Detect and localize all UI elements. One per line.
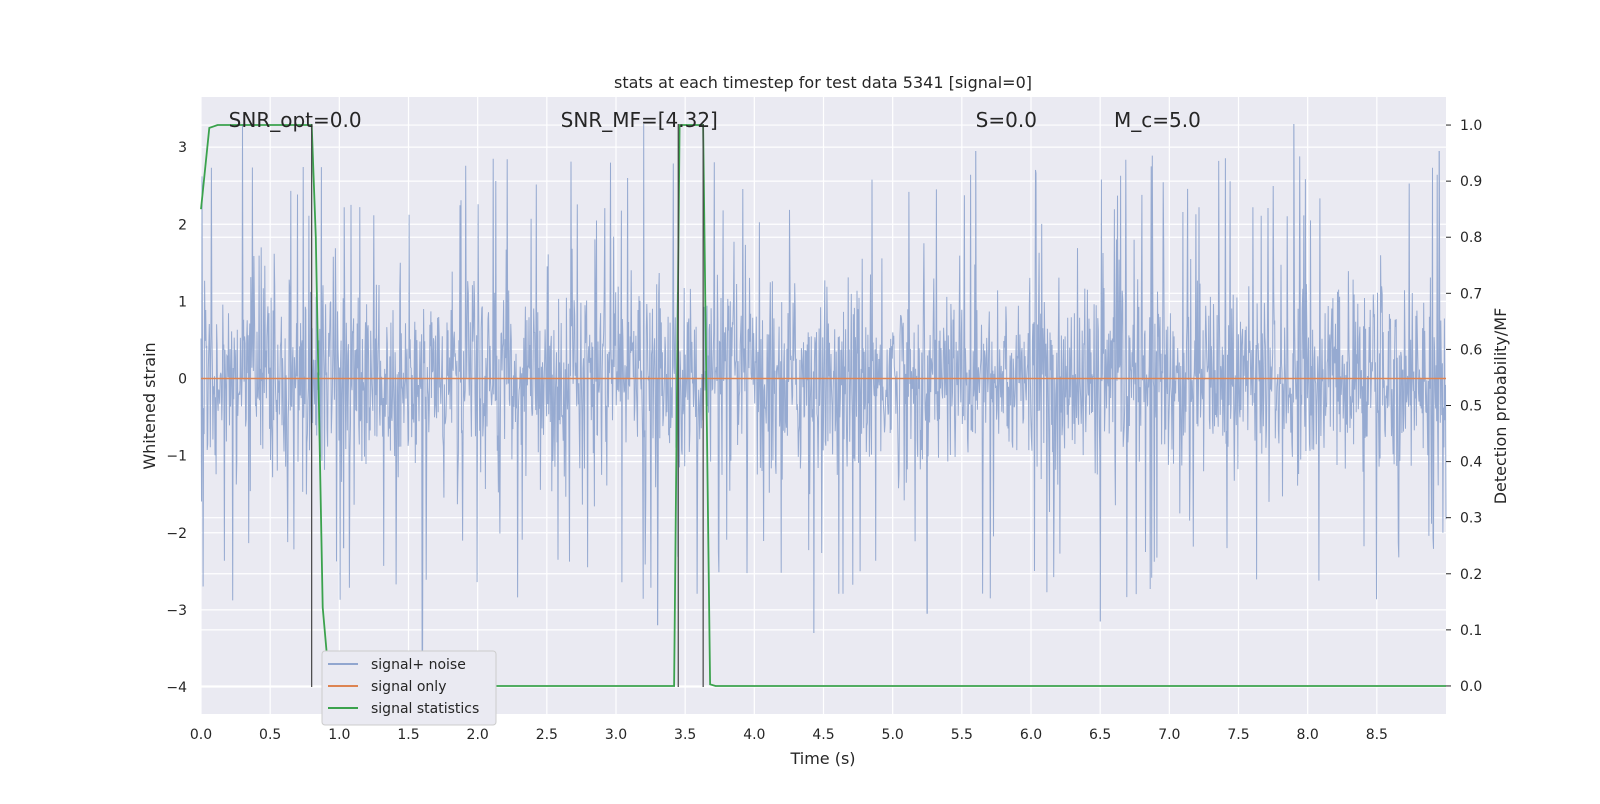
x-tick-label-17: 8.5 [1366, 727, 1388, 743]
x-tick-label-3: 1.5 [397, 727, 419, 743]
x-tick-label-8: 4.0 [743, 727, 765, 743]
y-tick-label-5: −2 [166, 526, 187, 542]
series-signal-noise [200, 123, 1447, 653]
x-tick-label-7: 3.5 [674, 727, 696, 743]
annotation-3: M_c=5.0 [1114, 108, 1201, 132]
x-tick-label-11: 5.5 [951, 727, 973, 743]
annotation-2: S=0.0 [976, 108, 1037, 132]
chart-title: stats at each timestep for test data 534… [614, 73, 1032, 92]
y2-tick-label-1: 0.9 [1460, 174, 1482, 190]
y2-axis-ticks: 1.0 0.9 0.8 0.7 0.6 0.5 0.4 0.3 0.2 0.1 0.0 [1446, 118, 1482, 695]
annotation-1: SNR_MF=[4.32] [561, 108, 718, 132]
y-tick-label-0: 3 [178, 140, 187, 156]
x-tick-label-15: 7.5 [1227, 727, 1249, 743]
y-axis-label: Whitened strain [140, 342, 159, 469]
legend: signal+ noise signal only signal statist… [321, 650, 497, 726]
y2-tick-label-9: 0.1 [1460, 623, 1482, 639]
y-tick-label-2: 1 [178, 294, 187, 310]
x-tick-label-12: 6.0 [1020, 727, 1042, 743]
y2-tick-label-2: 0.8 [1460, 230, 1482, 246]
x-tick-label-2: 1.0 [328, 727, 350, 743]
x-tick-label-13: 6.5 [1089, 727, 1111, 743]
y2-tick-label-10: 0.0 [1460, 679, 1482, 695]
legend-label-signal-noise: signal+ noise [371, 657, 466, 673]
x-tick-label-14: 7.0 [1158, 727, 1180, 743]
annotations: SNR_opt=0.0 SNR_MF=[4.32] S=0.0 M_c=5.0 [229, 108, 1201, 132]
y2-tick-label-5: 0.5 [1460, 399, 1482, 415]
y-tick-label-7: −4 [166, 680, 187, 696]
y-tick-label-6: −3 [166, 603, 187, 619]
marker-lines [311, 123, 704, 688]
legend-label-signal-only: signal only [371, 679, 446, 695]
y2-tick-label-7: 0.3 [1460, 511, 1482, 527]
y2-axis-label: Detection probability/MF [1491, 308, 1510, 505]
y2-tick-label-4: 0.6 [1460, 342, 1482, 358]
y-axis-ticks: 3 2 1 0 −1 −2 −3 −4 [166, 140, 187, 696]
y-tick-label-3: 0 [178, 372, 187, 388]
x-tick-label-6: 3.0 [605, 727, 627, 743]
x-tick-label-10: 5.0 [882, 727, 904, 743]
x-tick-label-5: 2.5 [536, 727, 558, 743]
y2-tick-label-6: 0.4 [1460, 455, 1482, 471]
x-tick-label-4: 2.0 [467, 727, 489, 743]
series-line-signal-noise [200, 123, 1447, 653]
x-tick-label-16: 8.0 [1297, 727, 1319, 743]
legend-box [321, 650, 497, 726]
y2-tick-label-0: 1.0 [1460, 118, 1482, 134]
x-tick-label-9: 4.5 [812, 727, 834, 743]
y2-tick-label-3: 0.7 [1460, 286, 1482, 302]
x-axis-ticks: 0.0 0.5 1.0 1.5 2.0 2.5 3.0 3.5 4.0 4.5 5.0 5.5 6.0 6… [190, 727, 1388, 743]
legend-label-signal-statistics: signal statistics [371, 701, 479, 717]
x-tick-label-0: 0.0 [190, 727, 212, 743]
y-tick-label-1: 2 [178, 217, 187, 233]
x-axis-label: Time (s) [789, 749, 855, 768]
annotation-0: SNR_opt=0.0 [229, 108, 362, 132]
y2-tick-label-8: 0.2 [1460, 567, 1482, 583]
y-tick-label-4: −1 [166, 449, 187, 465]
x-tick-label-1: 0.5 [259, 727, 281, 743]
